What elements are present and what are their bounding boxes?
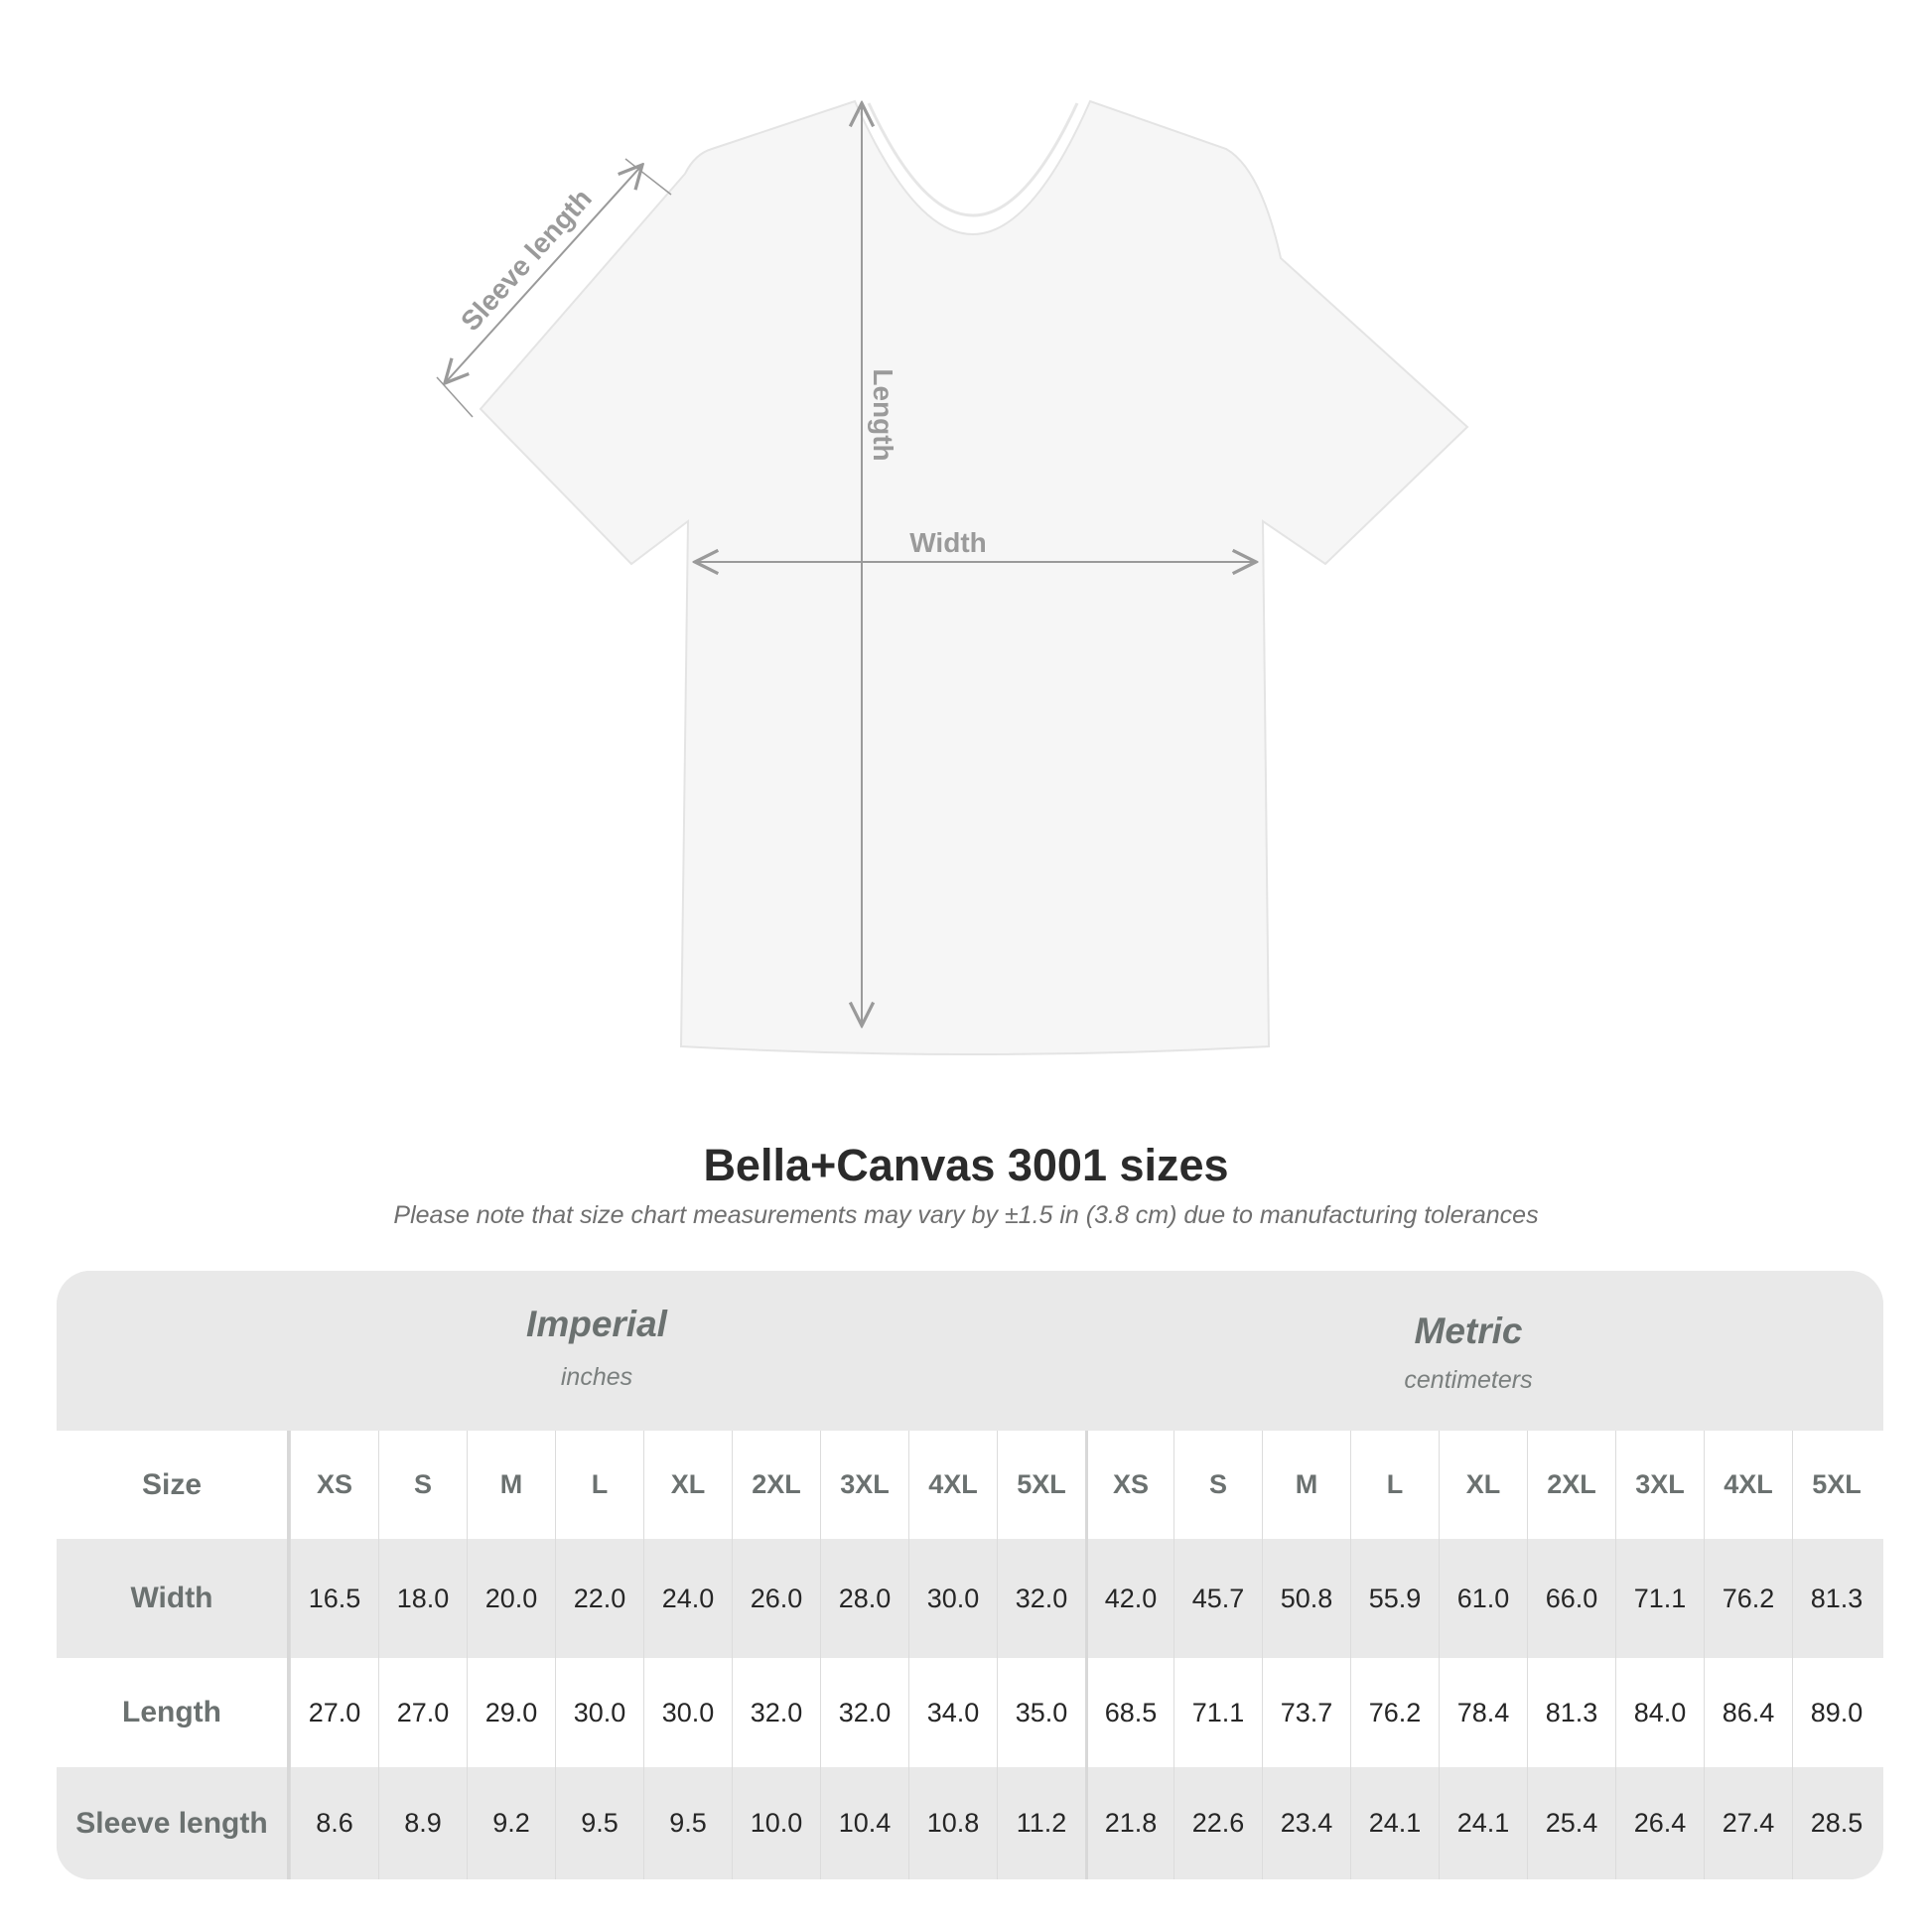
- table-cell: 30.0: [555, 1658, 643, 1767]
- table-cell: 76.2: [1704, 1539, 1792, 1658]
- table-cell: 9.5: [555, 1767, 643, 1879]
- table-cell: 10.8: [908, 1767, 997, 1879]
- table-cell: 34.0: [908, 1658, 997, 1767]
- table-cell: 71.1: [1615, 1539, 1704, 1658]
- subtitle: Please note that size chart measurements…: [393, 1201, 1539, 1229]
- table-cell: 16.5: [290, 1539, 378, 1658]
- sleeve-tick: [436, 376, 474, 418]
- group-metric: Metric centimeters: [1220, 1311, 1717, 1395]
- table-cell: 78.4: [1439, 1658, 1527, 1767]
- table-cell: 32.0: [732, 1658, 820, 1767]
- size-header-cell: XL: [1439, 1431, 1527, 1539]
- row-label: Sleeve length: [57, 1767, 290, 1879]
- table-cell: 29.0: [467, 1658, 555, 1767]
- table-cell: 22.0: [555, 1539, 643, 1658]
- table-cell: 73.7: [1262, 1658, 1350, 1767]
- size-header-cell: S: [378, 1431, 467, 1539]
- table-cell: 26.0: [732, 1539, 820, 1658]
- table-cell: 81.3: [1527, 1658, 1615, 1767]
- table-cell: 25.4: [1527, 1767, 1615, 1879]
- table-cell: 68.5: [1085, 1658, 1173, 1767]
- table-cell: 50.8: [1262, 1539, 1350, 1658]
- table-cell: 84.0: [1615, 1658, 1704, 1767]
- table-cell: 26.4: [1615, 1767, 1704, 1879]
- table-cell: 18.0: [378, 1539, 467, 1658]
- table-cell: 28.0: [820, 1539, 908, 1658]
- table-cell: 23.4: [1262, 1767, 1350, 1879]
- table-cell: 8.6: [290, 1767, 378, 1879]
- table-cell: 10.4: [820, 1767, 908, 1879]
- table-cell: 45.7: [1173, 1539, 1262, 1658]
- length-label: Length: [868, 368, 898, 461]
- table-cell: 9.5: [643, 1767, 732, 1879]
- size-header-cell: 3XL: [820, 1431, 908, 1539]
- group-name: Metric: [1414, 1311, 1523, 1351]
- table-cell: 71.1: [1173, 1658, 1262, 1767]
- table-cell: 30.0: [643, 1658, 732, 1767]
- group-imperial: Imperial inches: [348, 1304, 845, 1392]
- sleeve-tick: [624, 158, 672, 196]
- size-header-cell: XS: [1085, 1431, 1173, 1539]
- table-cell: 27.0: [378, 1658, 467, 1767]
- size-row: Size XS S M L XL 2XL 3XL 4XL 5XL XS S M L XL 2XL 3XL 4XL…: [57, 1431, 1883, 1539]
- size-header-cell: 4XL: [1704, 1431, 1792, 1539]
- size-header-cell: L: [1350, 1431, 1439, 1539]
- table-cell: 9.2: [467, 1767, 555, 1879]
- table-cell: 32.0: [997, 1539, 1085, 1658]
- size-header-cell: M: [1262, 1431, 1350, 1539]
- group-unit: centimeters: [1404, 1366, 1533, 1394]
- size-header-cell: 2XL: [1527, 1431, 1615, 1539]
- size-table: Imperial inches Metric centimeters Size …: [57, 1271, 1883, 1879]
- row-label: Size: [57, 1431, 290, 1539]
- width-label: Width: [909, 527, 987, 558]
- table-cell: 24.1: [1439, 1767, 1527, 1879]
- tshirt-shape: [479, 99, 1469, 1055]
- size-header-cell: 5XL: [1792, 1431, 1880, 1539]
- table-row: Sleeve length 8.6 8.9 9.2 9.5 9.5 10.0 10.4 10.…: [57, 1767, 1883, 1879]
- table-cell: 61.0: [1439, 1539, 1527, 1658]
- table-cell: 24.1: [1350, 1767, 1439, 1879]
- table-cell: 11.2: [997, 1767, 1085, 1879]
- size-header-cell: XL: [643, 1431, 732, 1539]
- size-header-cell: L: [555, 1431, 643, 1539]
- size-header-cell: M: [467, 1431, 555, 1539]
- table-cell: 55.9: [1350, 1539, 1439, 1658]
- table-cell: 42.0: [1085, 1539, 1173, 1658]
- size-header-cell: 2XL: [732, 1431, 820, 1539]
- table-cell: 66.0: [1527, 1539, 1615, 1658]
- table-cell: 35.0: [997, 1658, 1085, 1767]
- table-cell: 20.0: [467, 1539, 555, 1658]
- table-cell: 27.0: [290, 1658, 378, 1767]
- table-row: Width 16.5 18.0 20.0 22.0 24.0 26.0 28.0 30.0 32…: [57, 1539, 1883, 1658]
- size-header-cell: 5XL: [997, 1431, 1085, 1539]
- group-unit: inches: [560, 1363, 633, 1391]
- row-label: Length: [57, 1658, 290, 1767]
- sleeve-arrow: [445, 165, 642, 383]
- row-label: Width: [57, 1539, 290, 1658]
- table-cell: 27.4: [1704, 1767, 1792, 1879]
- table-cell: 28.5: [1792, 1767, 1880, 1879]
- table-cell: 24.0: [643, 1539, 732, 1658]
- table-cell: 76.2: [1350, 1658, 1439, 1767]
- size-header-cell: 3XL: [1615, 1431, 1704, 1539]
- table-cell: 10.0: [732, 1767, 820, 1879]
- page-title: Bella+Canvas 3001 sizes: [703, 1140, 1229, 1190]
- size-header-cell: 4XL: [908, 1431, 997, 1539]
- tshirt-diagram: Width Length Sleeve length: [436, 99, 1469, 1055]
- size-header-cell: XS: [290, 1431, 378, 1539]
- table-cell: 89.0: [1792, 1658, 1880, 1767]
- table-cell: 22.6: [1173, 1767, 1262, 1879]
- table-header: Imperial inches Metric centimeters: [57, 1271, 1883, 1431]
- size-header-cell: S: [1173, 1431, 1262, 1539]
- table-cell: 8.9: [378, 1767, 467, 1879]
- table-cell: 21.8: [1085, 1767, 1173, 1879]
- table-cell: 32.0: [820, 1658, 908, 1767]
- group-name: Imperial: [526, 1304, 667, 1344]
- table-cell: 86.4: [1704, 1658, 1792, 1767]
- collar: [867, 102, 1079, 217]
- table-cell: 30.0: [908, 1539, 997, 1658]
- table-row: Length 27.0 27.0 29.0 30.0 30.0 32.0 32.0 34.0 3…: [57, 1658, 1883, 1767]
- table-cell: 81.3: [1792, 1539, 1880, 1658]
